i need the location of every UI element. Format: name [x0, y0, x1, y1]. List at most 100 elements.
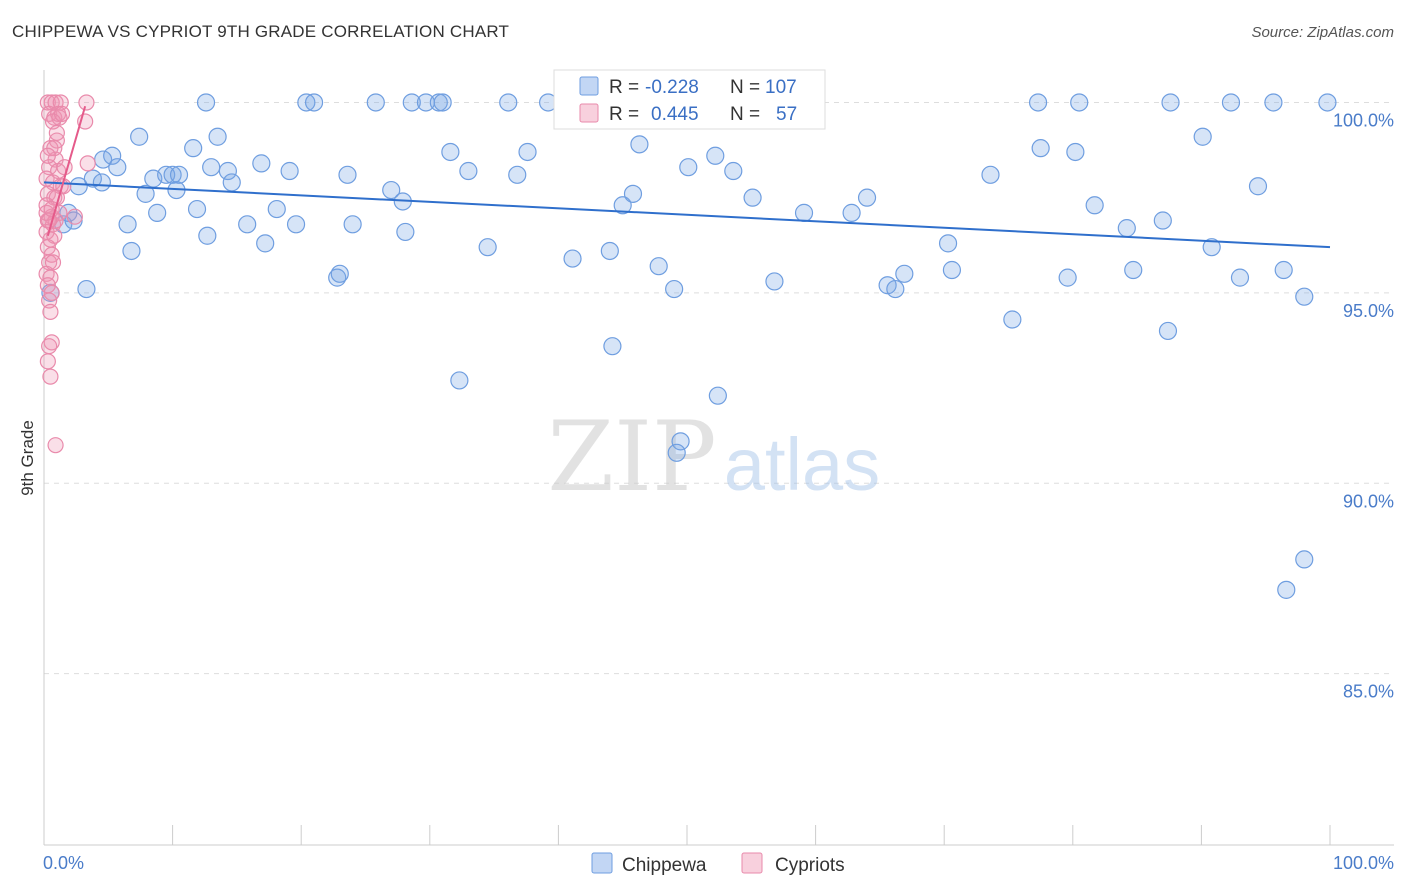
chippewa-point — [136, 184, 155, 203]
chippewa-point — [118, 215, 137, 234]
chippewa-point — [304, 93, 324, 112]
chippewa-point — [1158, 321, 1178, 341]
chippewa-point — [478, 238, 497, 257]
chippewa-point — [499, 93, 518, 112]
chippewa-point — [64, 211, 83, 230]
chippewa-point — [600, 241, 619, 261]
chippewa-point — [459, 161, 478, 181]
chippewa-point — [1124, 260, 1143, 280]
chippewa-point — [267, 199, 286, 219]
y-tick-labels: 85.0% 90.0% 95.0% 100.0% — [1333, 110, 1394, 701]
chippewa-point — [441, 142, 460, 162]
chippewa-point — [202, 158, 221, 177]
chippewa-point — [130, 127, 149, 146]
trend-lines — [43, 105, 1331, 249]
chippewa-point — [338, 165, 357, 184]
legend-n-label-cypriots: N = — [730, 104, 760, 125]
chippewa-point — [942, 260, 962, 280]
chippewa-point — [724, 161, 743, 181]
y-tick-label-95: 95.0% — [1343, 301, 1394, 321]
chippewa-point — [280, 161, 299, 181]
chippewa-point — [679, 158, 698, 177]
axes — [43, 70, 1394, 846]
chippewa-point — [83, 169, 102, 188]
cypriots-point — [42, 368, 59, 385]
chippewa-point — [330, 264, 349, 283]
chippewa-point — [649, 257, 668, 276]
chippewa-point — [366, 93, 385, 112]
chippewa-point — [1028, 93, 1048, 112]
legend-r-label-cypriots: R = — [609, 104, 639, 125]
chippewa-point — [402, 93, 421, 112]
chippewa-point — [252, 154, 271, 173]
chippewa-point — [518, 142, 537, 162]
x-tick-label-min: 0.0% — [43, 853, 84, 873]
cypriots-point — [78, 94, 95, 111]
x-tick-label-max: 100.0% — [1333, 853, 1394, 873]
chippewa-point — [256, 234, 275, 253]
cypriots-point — [48, 124, 65, 142]
chippewa-point — [857, 188, 877, 207]
chippewa-point — [708, 386, 727, 405]
chippewa-point — [184, 139, 203, 158]
cypriots-point — [79, 155, 96, 172]
chippewa-point — [623, 184, 643, 203]
chippewa-point — [218, 161, 237, 181]
chippewa-point — [297, 93, 316, 112]
chippewa-point — [1248, 177, 1268, 196]
chippewa-point — [1230, 268, 1250, 287]
chippewa-point — [508, 165, 527, 184]
data-points — [38, 93, 1337, 599]
chippewa-point — [842, 203, 861, 222]
chippewa-point — [1058, 268, 1077, 287]
legend-swatch-chippewa — [579, 76, 599, 96]
top-legend: R = -0.228 N = 107 R = 0.445 N = 57 — [553, 69, 826, 130]
cypriots-point — [39, 147, 56, 164]
chippewa-point — [187, 199, 207, 219]
cypriots-trend-line — [46, 105, 87, 237]
legend-box — [553, 69, 826, 130]
chippewa-point — [1277, 580, 1296, 599]
chippewa-point — [396, 222, 415, 242]
bottom-legend-swatch-cypriots — [741, 852, 763, 874]
chippewa-point — [122, 241, 141, 261]
chippewa-point — [429, 93, 448, 112]
chippewa-point — [1221, 93, 1241, 112]
chippewa-point — [603, 337, 622, 356]
chippewa-point — [286, 215, 306, 234]
chippewa-point — [1202, 238, 1221, 257]
chippewa-point — [382, 180, 401, 200]
chart-title: CHIPPEWA VS CYPRIOT 9TH GRADE CORRELATIO… — [12, 22, 510, 41]
chippewa-point — [1193, 127, 1212, 146]
x-tick-labels: 0.0% 100.0% — [43, 853, 1394, 873]
cypriots-point — [39, 353, 56, 370]
watermark-atlas: atlas — [724, 423, 880, 506]
chippewa-point — [103, 146, 122, 165]
chippewa-trend-line — [43, 181, 1331, 249]
chippewa-point — [92, 173, 111, 192]
chippewa-point — [938, 234, 958, 253]
cypriots-point — [66, 208, 83, 225]
chippewa-point — [343, 215, 362, 234]
chippewa-point — [794, 203, 814, 222]
chippewa-point — [1295, 550, 1314, 569]
cypriots-point — [42, 303, 59, 320]
legend-r-label-chippewa: R = — [609, 77, 639, 98]
legend-r-value-cypriots: 0.445 — [651, 104, 699, 125]
chippewa-point — [238, 215, 257, 234]
chippewa-point — [450, 371, 469, 390]
legend-swatch-cypriots — [579, 103, 599, 123]
bottom-legend-swatch-chippewa — [591, 852, 613, 874]
chippewa-point — [163, 165, 182, 184]
chippewa-point — [613, 196, 632, 215]
chippewa-point — [222, 173, 241, 192]
chippewa-point — [1003, 310, 1022, 329]
watermark: ZIP atlas — [547, 401, 880, 513]
legend-r-value-chippewa: -0.228 — [645, 77, 699, 98]
chippewa-point — [77, 279, 96, 299]
chippewa-point — [706, 146, 725, 165]
chippewa-point — [157, 165, 176, 184]
legend-n-value-chippewa: 107 — [765, 77, 797, 98]
y-axis-title: 9th Grade — [18, 420, 37, 496]
